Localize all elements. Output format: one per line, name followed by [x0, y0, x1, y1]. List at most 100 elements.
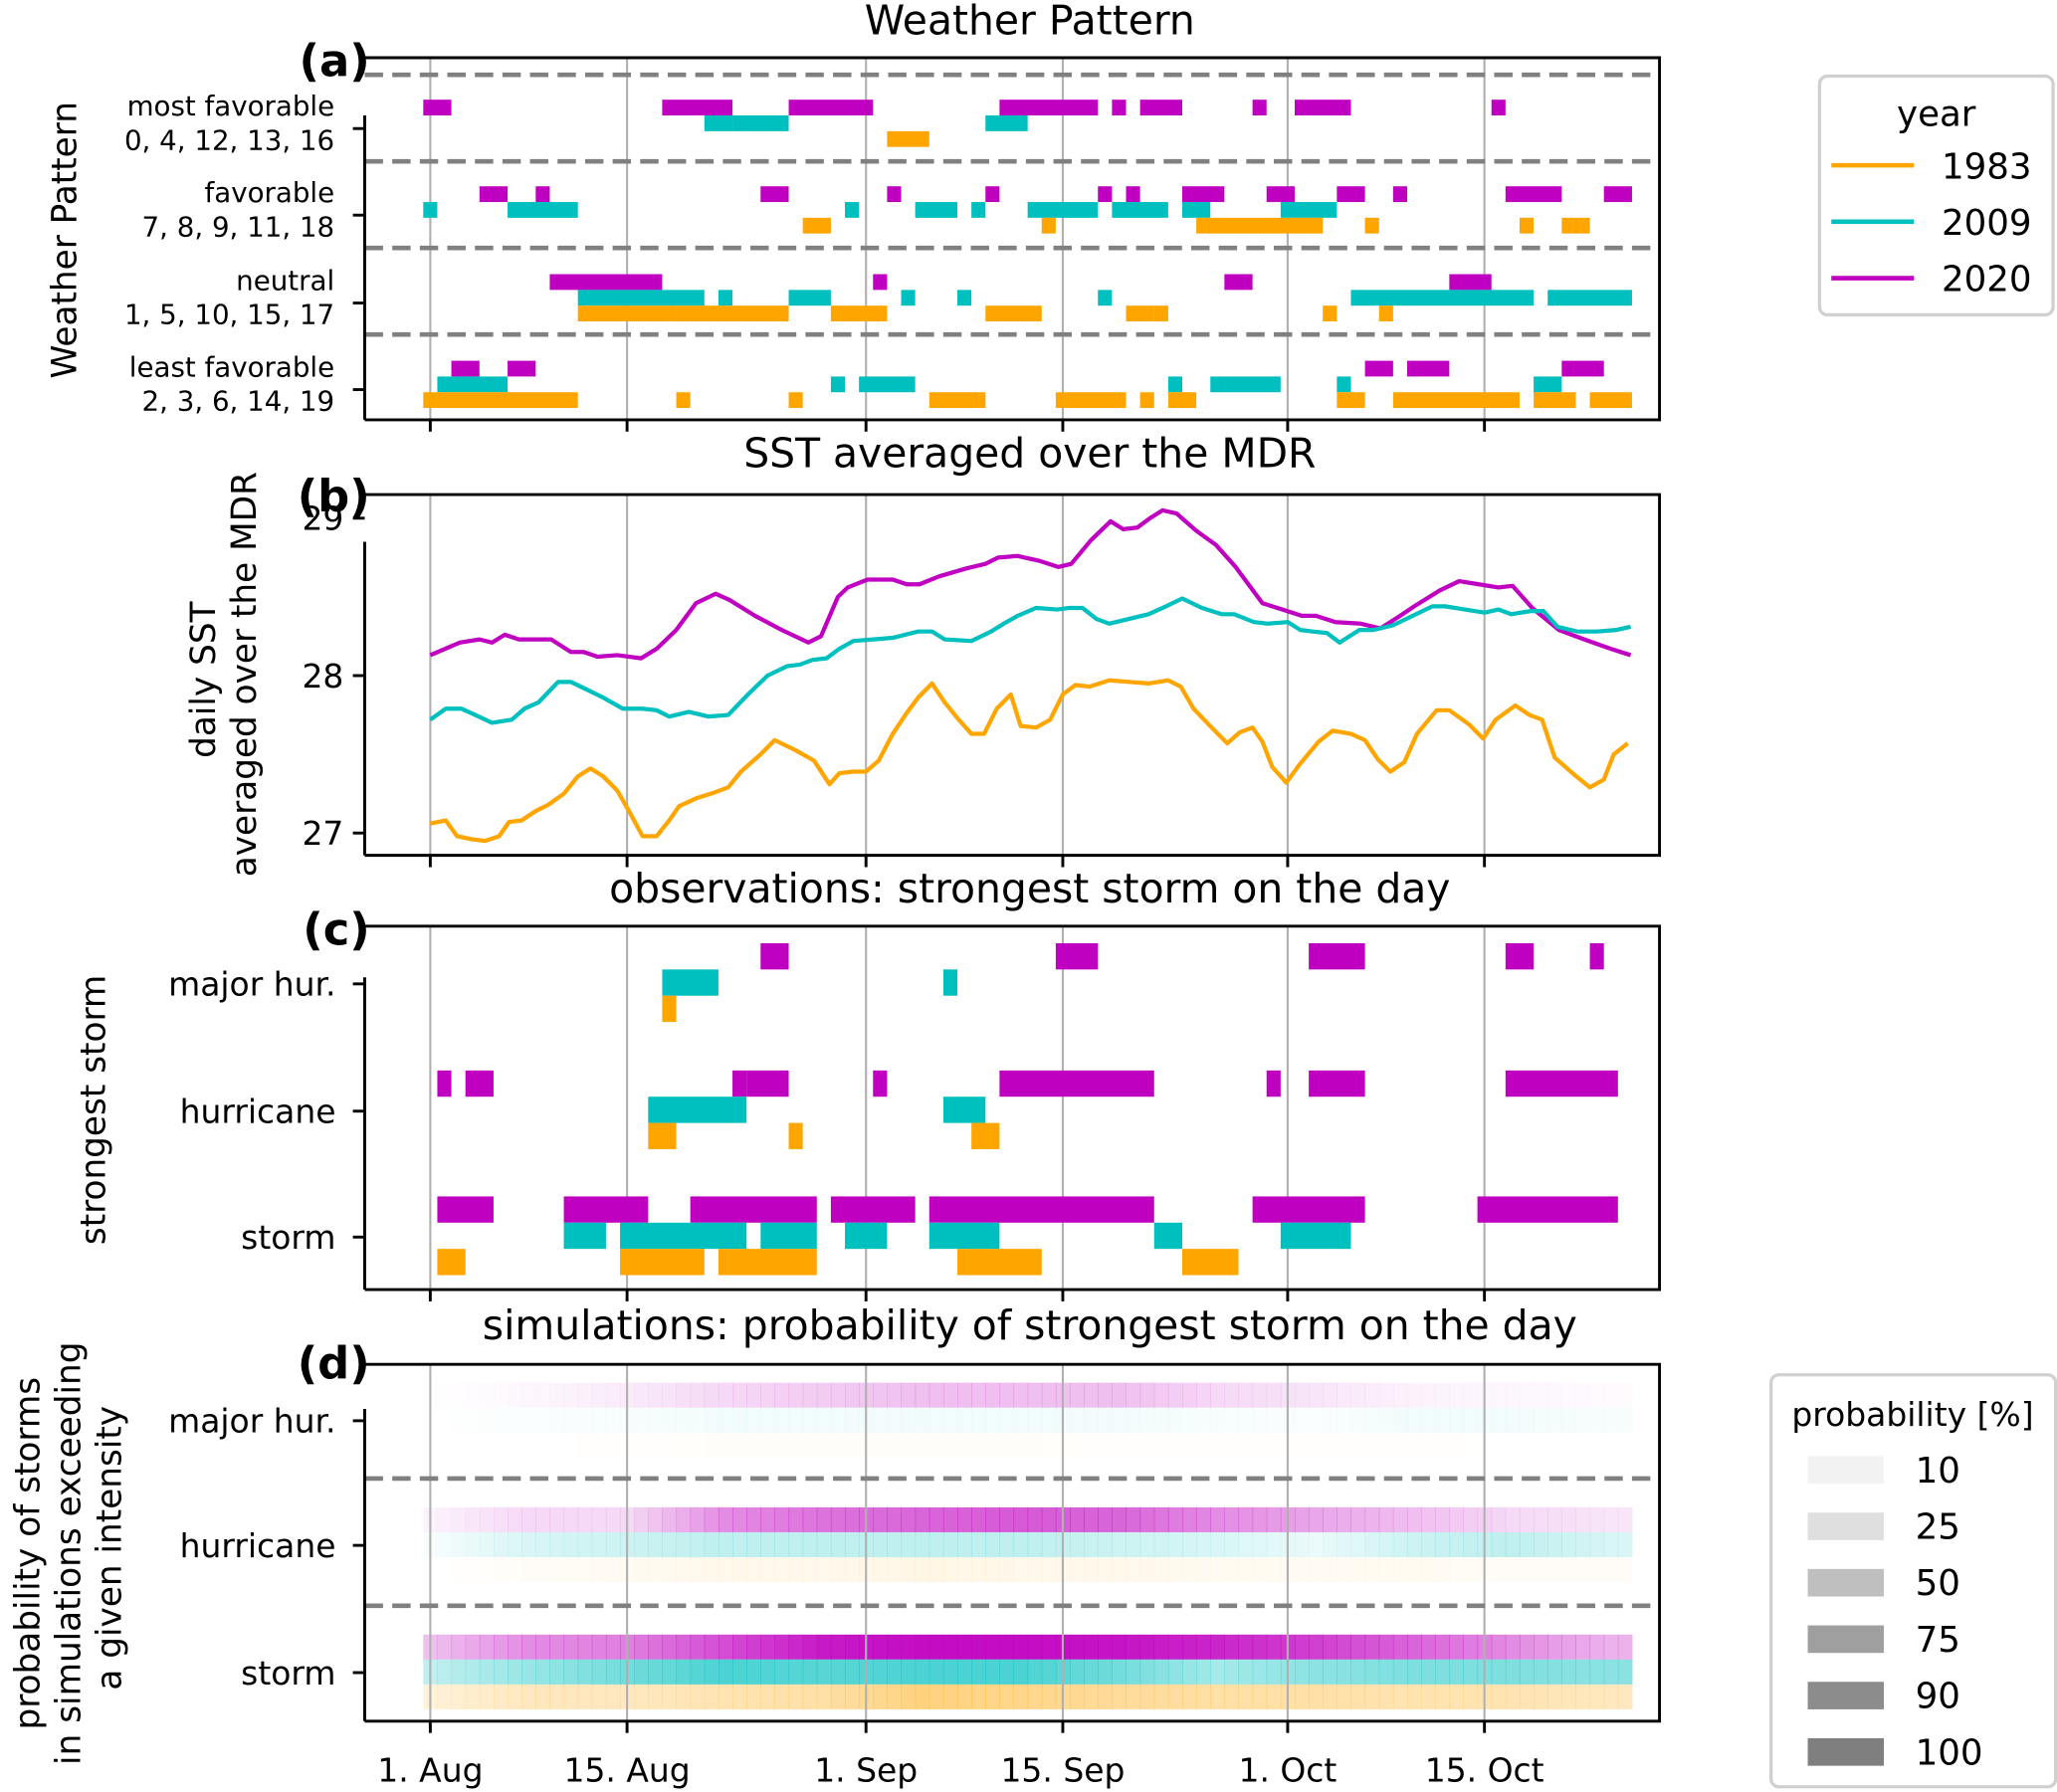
heat-cell-2020 [746, 1634, 761, 1660]
heat-cell-2009 [1013, 1531, 1029, 1557]
heat-cell-2020 [1378, 1634, 1394, 1660]
heat-cell-2020 [1449, 1506, 1464, 1532]
heat-cell-1983 [676, 1556, 692, 1583]
panel-c-ylabel: strongest storm [74, 975, 113, 1245]
heat-cell-2009 [999, 1659, 1015, 1685]
heat-cell-2020 [788, 1634, 804, 1660]
heat-cell-2009 [942, 1407, 958, 1433]
heat-cell-2020 [1266, 1506, 1282, 1532]
heat-cell-2020 [690, 1382, 706, 1408]
heat-cell-1983 [1084, 1433, 1099, 1458]
bar-1983 [423, 392, 578, 409]
bar-2020 [1505, 942, 1535, 970]
heat-cell-2009 [1112, 1659, 1128, 1685]
heat-cell-2009 [887, 1531, 903, 1557]
bar-2020 [690, 1196, 817, 1223]
heat-cell-2020 [1520, 1383, 1535, 1408]
bar-2020 [1309, 1070, 1365, 1097]
bar-1983 [1196, 217, 1324, 234]
heat-cell-1983 [1406, 1684, 1422, 1709]
heat-cell-1983 [718, 1556, 733, 1583]
panel-c-label: (c) [303, 902, 370, 955]
heat-cell-2009 [1196, 1531, 1211, 1557]
heat-cell-2020 [1098, 1382, 1113, 1408]
bar-1983 [887, 130, 929, 147]
heat-cell-2009 [1224, 1531, 1240, 1557]
heat-cell-2009 [704, 1531, 720, 1557]
bar-2020 [873, 274, 888, 291]
heat-cell-2009 [634, 1659, 649, 1685]
bar-2009 [1534, 376, 1562, 393]
heat-cell-1983 [1098, 1684, 1113, 1709]
heat-cell-2009 [1139, 1407, 1155, 1433]
heat-cell-2020 [1112, 1382, 1128, 1408]
heat-cell-2009 [549, 1659, 565, 1685]
heat-cell-1983 [521, 1557, 536, 1582]
heat-cell-2020 [1604, 1383, 1619, 1408]
y-tick-label-category: neutral [236, 264, 334, 297]
heat-cell-1983 [1392, 1684, 1408, 1709]
heat-cell-2009 [535, 1408, 550, 1433]
heat-cell-2020 [1041, 1634, 1057, 1660]
heat-cell-1983 [605, 1684, 621, 1709]
heat-cell-1983 [760, 1556, 775, 1583]
heat-cell-2020 [676, 1382, 692, 1408]
heat-cell-1983 [1323, 1433, 1337, 1458]
bar-1983 [971, 1122, 1000, 1149]
heat-cell-1983 [549, 1557, 564, 1582]
heat-cell-1983 [1365, 1433, 1380, 1458]
heat-cell-1983 [1224, 1556, 1240, 1583]
heat-cell-2020 [577, 1506, 593, 1532]
heat-cell-2020 [1070, 1382, 1085, 1408]
heat-cell-1983 [662, 1433, 677, 1458]
y-tick-label: major hur. [168, 965, 335, 1004]
bar-2020 [1491, 100, 1506, 116]
panel-c-title: observations: strongest storm on the day [609, 865, 1450, 912]
bar-2020 [1224, 274, 1253, 291]
panel-d-gridlines [429, 1364, 1486, 1721]
heat-cell-2020 [521, 1383, 536, 1408]
heat-cell-2009 [760, 1659, 775, 1685]
heat-cell-2020 [971, 1506, 986, 1532]
heat-cell-2020 [1252, 1634, 1268, 1660]
x-tick-label: 1. Aug [377, 1750, 483, 1789]
heat-cell-2009 [788, 1407, 804, 1433]
heat-cell-1983 [1042, 1433, 1057, 1458]
y-tick-label: major hur. [168, 1402, 335, 1441]
heat-cell-2020 [1167, 1634, 1183, 1660]
heat-cell-2020 [830, 1634, 846, 1660]
bar-1983 [437, 1249, 466, 1276]
bar-1983 [648, 1122, 677, 1149]
bar-2020 [451, 360, 480, 377]
heat-cell-1983 [452, 1557, 467, 1582]
heat-cell-2009 [887, 1407, 903, 1433]
heat-cell-2009 [1603, 1659, 1619, 1685]
heat-cell-1983 [1547, 1557, 1562, 1582]
heat-cell-2009 [942, 1531, 958, 1557]
heat-cell-1983 [704, 1556, 720, 1583]
heat-cell-1983 [648, 1433, 663, 1458]
y-tick-label-patterns: 0, 4, 12, 13, 16 [124, 123, 334, 156]
bar-2009 [845, 1222, 888, 1250]
heat-cell-2020 [1070, 1634, 1085, 1660]
heat-cell-2009 [985, 1659, 1000, 1685]
bar-2009 [704, 115, 733, 131]
heat-cell-2009 [1323, 1408, 1337, 1433]
heat-cell-1983 [1126, 1556, 1141, 1583]
bar-2009 [957, 290, 972, 306]
bar-2020 [760, 942, 789, 970]
heat-cell-2009 [1463, 1531, 1479, 1557]
heat-cell-2009 [957, 1407, 972, 1433]
heat-cell-2009 [437, 1531, 453, 1557]
heat-cell-2020 [1406, 1382, 1422, 1408]
heat-cell-2009 [648, 1408, 663, 1433]
heat-cell-2020 [1435, 1506, 1450, 1532]
heat-cell-1983 [985, 1684, 1000, 1709]
heat-cell-2020 [1294, 1506, 1310, 1532]
heat-cell-1983 [1181, 1684, 1197, 1709]
heat-cell-1983 [1252, 1556, 1268, 1583]
heat-cell-1983 [677, 1433, 692, 1458]
heat-cell-2020 [732, 1506, 747, 1532]
heat-cell-2020 [957, 1382, 972, 1408]
